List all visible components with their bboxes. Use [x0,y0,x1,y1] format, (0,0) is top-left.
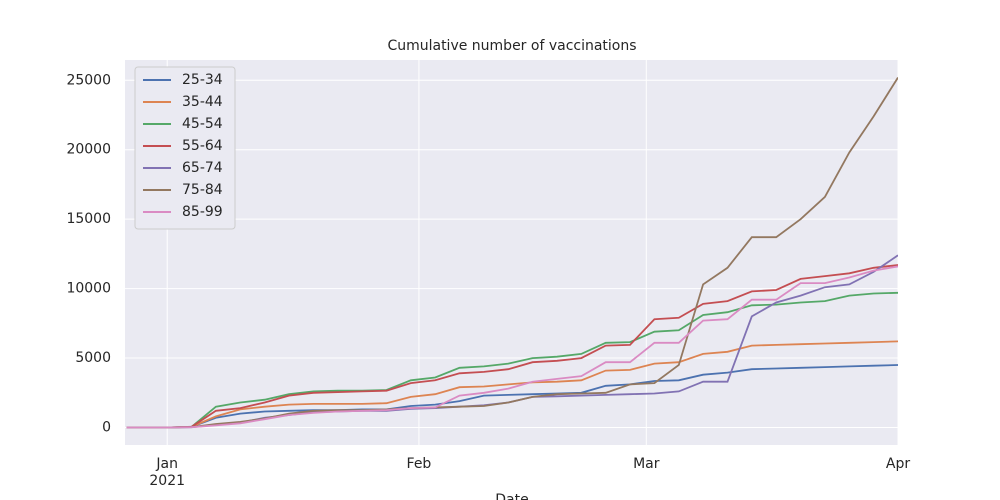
legend-label: 45-54 [182,116,223,132]
x-axis-label: Date [495,492,528,500]
legend-box [134,66,236,230]
y-tick-label: 5000 [75,350,111,366]
legend-label: 85-99 [182,204,223,220]
series-line [126,265,898,429]
x-tick-label: Jan 2021 [149,456,185,489]
y-tick-label: 0 [102,420,111,436]
x-tick-label: Apr [886,456,910,472]
y-tick-label: 20000 [66,142,111,158]
x-tick-label: Mar [633,456,660,472]
series-line [126,340,898,429]
legend-label: 25-34 [182,72,223,88]
plot-area [125,60,898,445]
chart-title: Cumulative number of vaccinations [387,38,636,54]
y-tick-label: 25000 [66,72,111,88]
y-tick-label: 15000 [66,211,111,227]
legend-label: 35-44 [182,94,223,110]
legend-label: 55-64 [182,138,223,154]
y-tick-label: 10000 [66,281,111,297]
x-tick-label: Feb [407,456,432,472]
series-line [126,264,898,429]
legend-label: 65-74 [182,160,223,176]
series-line [126,364,898,429]
legend-label: 75-84 [182,182,223,198]
